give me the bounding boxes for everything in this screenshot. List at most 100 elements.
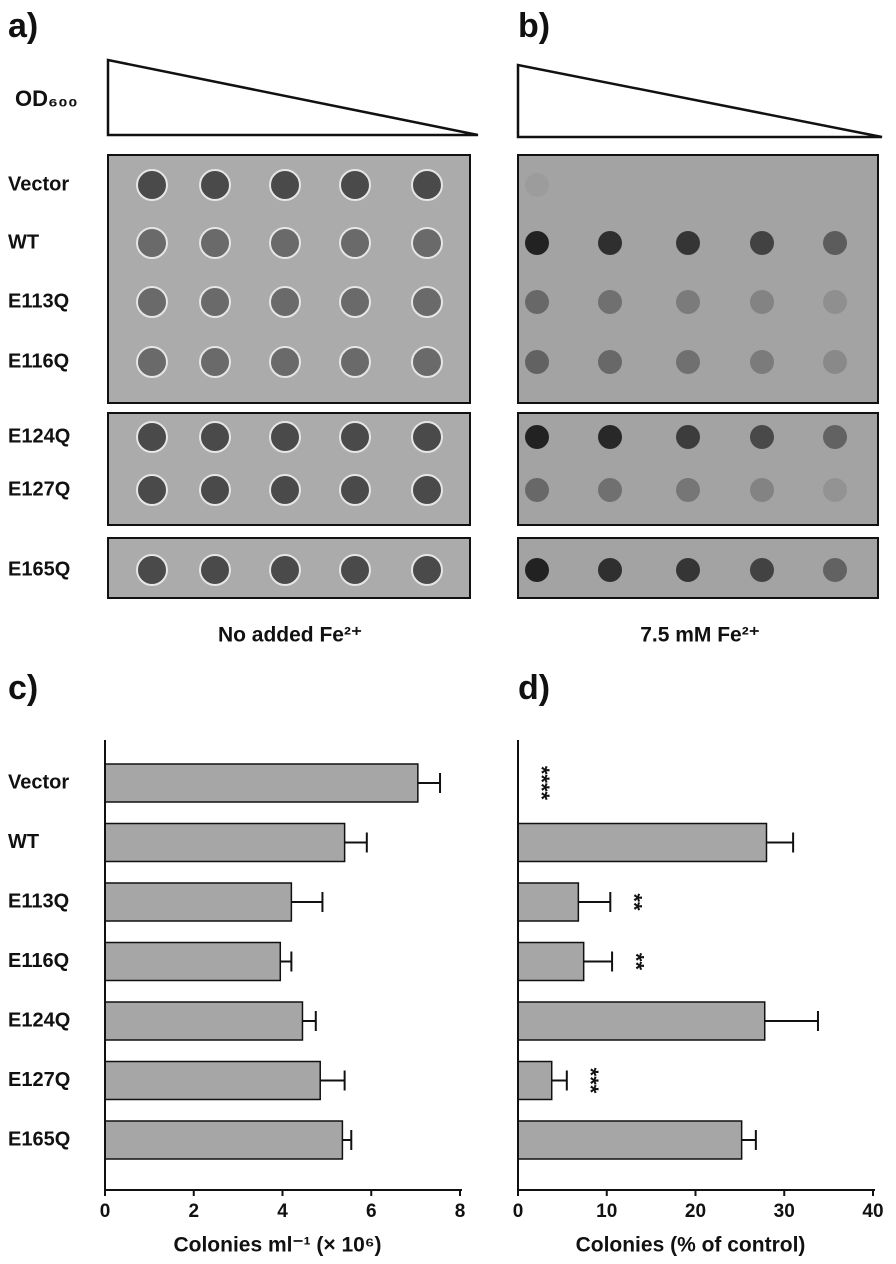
spot [199, 169, 231, 201]
x-tick-label: 2 [188, 1201, 199, 1222]
bar [104, 763, 419, 803]
spot [339, 474, 371, 506]
spot [676, 425, 700, 449]
spot [676, 478, 700, 502]
row-label: WT [8, 231, 39, 253]
error-bar [417, 773, 442, 793]
spot [750, 350, 774, 374]
bar [517, 882, 580, 922]
row-label: E113Q [8, 290, 69, 312]
y-tick-label: E165Q [8, 1128, 70, 1150]
spot [411, 421, 443, 453]
x-tick-label: 10 [596, 1201, 617, 1222]
spot [525, 290, 549, 314]
bar [104, 1120, 344, 1160]
x-axis-label: Colonies (% of control) [576, 1234, 806, 1257]
spot [339, 421, 371, 453]
spot [339, 169, 371, 201]
spot [411, 474, 443, 506]
row-label: E165Q [8, 558, 70, 580]
spot [750, 425, 774, 449]
spot [676, 350, 700, 374]
spot [750, 478, 774, 502]
spot [269, 169, 301, 201]
bar [517, 1120, 743, 1160]
error-bar [764, 1011, 819, 1031]
panel-caption: No added Fe²⁺ [218, 624, 362, 647]
y-tick-label: E113Q [8, 890, 69, 912]
spot [339, 227, 371, 259]
row-label: E124Q [8, 425, 70, 447]
panel-label: d) [518, 669, 550, 707]
panel-label: c) [8, 669, 38, 707]
y-tick-label: WT [8, 831, 39, 853]
panel-caption: 7.5 mM Fe²⁺ [640, 624, 760, 647]
spot [136, 554, 168, 586]
spot [411, 286, 443, 318]
x-tick-label: 20 [685, 1201, 706, 1222]
bar [104, 1060, 321, 1101]
spot [136, 169, 168, 201]
row-label: E127Q [8, 478, 70, 500]
x-tick-label: 0 [513, 1201, 524, 1222]
spot [598, 425, 622, 449]
spot [598, 558, 622, 582]
y-tick-label: E124Q [8, 1009, 70, 1031]
spot [750, 231, 774, 255]
spot [339, 346, 371, 378]
spot [269, 474, 301, 506]
x-tick-label: 40 [862, 1201, 883, 1222]
spot [269, 421, 301, 453]
x-tick-label: 4 [277, 1201, 288, 1222]
gradient-triangle [516, 63, 883, 139]
spot [598, 231, 622, 255]
bar [104, 822, 346, 863]
bar [517, 1060, 553, 1101]
od-label: OD₆₀₀ [15, 86, 78, 111]
spot [823, 425, 847, 449]
y-tick-label: E116Q [8, 950, 69, 972]
significance: ** [623, 953, 648, 971]
spot [269, 554, 301, 586]
spot [823, 478, 847, 502]
spot [269, 286, 301, 318]
spot [598, 350, 622, 374]
spot [199, 554, 231, 586]
error-bar [578, 892, 612, 912]
spot [136, 346, 168, 378]
x-axis-label: Colonies ml⁻¹ (× 10⁶) [173, 1234, 381, 1257]
spot [136, 474, 168, 506]
y-tick-label: Vector [8, 771, 69, 793]
spot [199, 227, 231, 259]
spot [823, 231, 847, 255]
bar [517, 941, 585, 982]
spot [411, 169, 443, 201]
bar [104, 882, 293, 922]
row-label: Vector [8, 173, 69, 195]
error-bar [291, 892, 324, 912]
spot [823, 290, 847, 314]
error-bar [344, 832, 368, 853]
x-tick-label: 8 [455, 1201, 466, 1222]
spot [339, 554, 371, 586]
spot [598, 478, 622, 502]
spot [136, 421, 168, 453]
spot [136, 286, 168, 318]
bar [104, 941, 282, 982]
spot [199, 346, 231, 378]
error-bar [551, 1070, 568, 1091]
plate-image [517, 154, 879, 404]
spot [269, 346, 301, 378]
spot [339, 286, 371, 318]
spot [525, 231, 549, 255]
spot [525, 350, 549, 374]
spot [676, 290, 700, 314]
spot [750, 290, 774, 314]
spot [598, 290, 622, 314]
bar [517, 1001, 766, 1041]
spot [676, 231, 700, 255]
bar [517, 822, 768, 863]
error-bar [280, 951, 293, 972]
error-bar [342, 1130, 353, 1150]
row-label: E116Q [8, 350, 69, 372]
